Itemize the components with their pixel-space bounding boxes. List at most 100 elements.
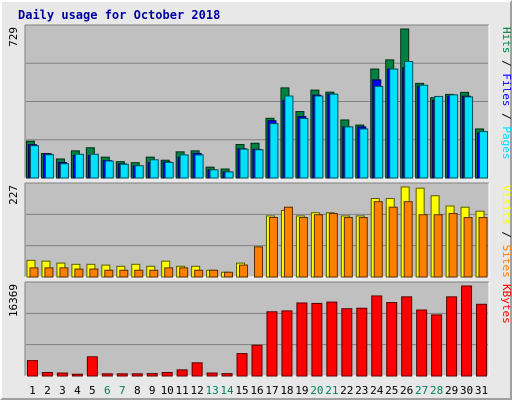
- middle-legend: Visits / Sites: [500, 185, 512, 278]
- middle-bar-sites-day-2: [44, 267, 54, 278]
- x-tick-label-day-22: 22: [340, 384, 353, 397]
- x-tick-label-day-4: 4: [74, 384, 81, 397]
- top-bar-pages-day-9: [149, 159, 159, 179]
- bottom-bar-kbytes-day-9: [146, 373, 158, 377]
- bottom-bar-kbytes-day-4: [71, 373, 83, 377]
- top-bar-pages-day-28: [434, 95, 444, 179]
- bottom-bar-kbytes-day-5: [86, 356, 98, 377]
- x-tick-label-day-21: 21: [325, 384, 338, 397]
- bottom-bar-kbytes-day-25: [386, 302, 398, 377]
- bottom-bar-kbytes-day-31: [476, 303, 488, 377]
- top-bar-pages-day-19: [299, 118, 309, 179]
- bottom-ymax-label: 16369: [7, 284, 20, 317]
- x-tick-label-day-28: 28: [430, 384, 443, 397]
- x-tick-label-day-27: 27: [415, 384, 428, 397]
- top-bar-pages-day-25: [389, 68, 399, 179]
- middle-bar-sites-day-19: [298, 217, 308, 278]
- top-bar-pages-day-18: [284, 95, 294, 179]
- middle-bar-sites-day-18: [283, 206, 293, 278]
- middle-bar-sites-day-26: [403, 201, 413, 278]
- middle-bar-sites-day-28: [433, 214, 443, 278]
- x-tick-label-day-8: 8: [134, 384, 141, 397]
- bottom-bar-kbytes-day-3: [56, 372, 68, 377]
- middle-bar-sites-day-7: [119, 269, 129, 278]
- bottom-bar-kbytes-day-7: [116, 373, 128, 377]
- bottom-bar-kbytes-day-16: [251, 344, 263, 377]
- middle-bar-sites-day-25: [388, 206, 398, 278]
- x-tick-label-day-20: 20: [310, 384, 323, 397]
- top-bar-pages-day-3: [59, 163, 69, 179]
- x-tick-label-day-31: 31: [475, 384, 488, 397]
- x-tick-label-day-18: 18: [280, 384, 293, 397]
- bottom-bar-kbytes-day-23: [356, 307, 368, 377]
- x-tick-label-day-6: 6: [104, 384, 111, 397]
- x-tick-label-day-5: 5: [89, 384, 96, 397]
- x-tick-label-day-13: 13: [205, 384, 218, 397]
- x-tick-label-day-7: 7: [119, 384, 126, 397]
- bottom-bar-kbytes-day-27: [416, 309, 428, 377]
- x-tick-label-day-10: 10: [161, 384, 174, 397]
- top-bar-pages-day-4: [74, 153, 84, 179]
- x-tick-label-day-24: 24: [370, 384, 384, 397]
- middle-bar-sites-day-15: [239, 264, 249, 278]
- middle-bar-sites-day-27: [418, 214, 428, 278]
- top-bar-pages-day-16: [254, 149, 264, 179]
- top-bar-pages-day-27: [419, 84, 429, 179]
- middle-bar-sites-day-17: [268, 217, 278, 278]
- top-legend-separator: /: [500, 107, 512, 127]
- top-bar-pages-day-20: [314, 95, 324, 179]
- middle-ymax-label: 227: [7, 185, 20, 205]
- x-tick-label-day-19: 19: [295, 384, 308, 397]
- bottom-bar-kbytes-day-26: [401, 296, 413, 377]
- bottom-bar-kbytes-day-2: [41, 371, 53, 377]
- middle-bar-sites-day-8: [134, 269, 144, 278]
- middle-legend-item: Sites: [500, 245, 512, 278]
- middle-bar-sites-day-20: [313, 214, 323, 278]
- middle-bar-sites-day-29: [448, 213, 458, 278]
- bottom-bar-kbytes-day-28: [431, 314, 443, 377]
- bottom-bar-kbytes-day-29: [446, 296, 458, 377]
- middle-bar-sites-day-30: [463, 217, 473, 278]
- x-tick-label-day-17: 17: [265, 384, 278, 397]
- middle-bar-sites-day-24: [373, 201, 383, 278]
- x-tick-label-day-3: 3: [59, 384, 66, 397]
- middle-bar-sites-day-10: [164, 267, 174, 278]
- bottom-bar-kbytes-day-6: [101, 373, 113, 377]
- x-tick-label-day-9: 9: [149, 384, 156, 397]
- x-tick-label-day-14: 14: [220, 384, 234, 397]
- x-tick-label-day-11: 11: [176, 384, 189, 397]
- middle-bar-sites-day-4: [74, 268, 84, 278]
- top-bar-pages-day-22: [344, 126, 354, 179]
- x-tick-label-day-30: 30: [460, 384, 473, 397]
- bottom-bar-kbytes-day-20: [311, 302, 323, 377]
- top-bar-pages-day-6: [104, 160, 114, 179]
- chart-title: Daily usage for October 2018: [18, 8, 221, 22]
- middle-bar-sites-day-22: [343, 217, 353, 278]
- bottom-bar-kbytes-day-12: [191, 362, 203, 377]
- middle-bar-sites-day-12: [194, 269, 204, 278]
- top-bar-pages-day-17: [269, 123, 279, 179]
- top-bar-pages-day-2: [44, 154, 54, 179]
- middle-bar-sites-day-11: [179, 267, 189, 278]
- top-legend: Hits / Files / Pages: [500, 27, 512, 160]
- x-tick-label-day-26: 26: [400, 384, 413, 397]
- top-bar-pages-day-31: [479, 131, 489, 179]
- x-tick-label-day-23: 23: [355, 384, 368, 397]
- middle-bar-sites-day-14: [224, 271, 234, 278]
- top-bar-pages-day-5: [89, 153, 99, 179]
- bottom-bar-kbytes-day-1: [26, 360, 38, 377]
- top-bar-pages-day-15: [239, 148, 249, 179]
- top-bar-pages-day-12: [194, 154, 204, 179]
- middle-bar-sites-day-6: [104, 269, 114, 278]
- bottom-bar-kbytes-day-18: [281, 310, 293, 377]
- top-legend-item: Files: [500, 73, 512, 106]
- top-bar-pages-day-29: [449, 94, 459, 179]
- x-tick-label-day-1: 1: [29, 384, 36, 397]
- top-legend-item: Hits: [500, 27, 512, 54]
- bottom-bar-kbytes-day-14: [221, 373, 233, 377]
- bottom-bar-kbytes-day-13: [206, 372, 218, 377]
- bottom-bar-kbytes-day-17: [266, 311, 278, 377]
- middle-bar-sites-day-5: [89, 268, 99, 278]
- bottom-bar-kbytes-day-24: [371, 295, 383, 377]
- middle-legend-item: Visits: [500, 185, 512, 225]
